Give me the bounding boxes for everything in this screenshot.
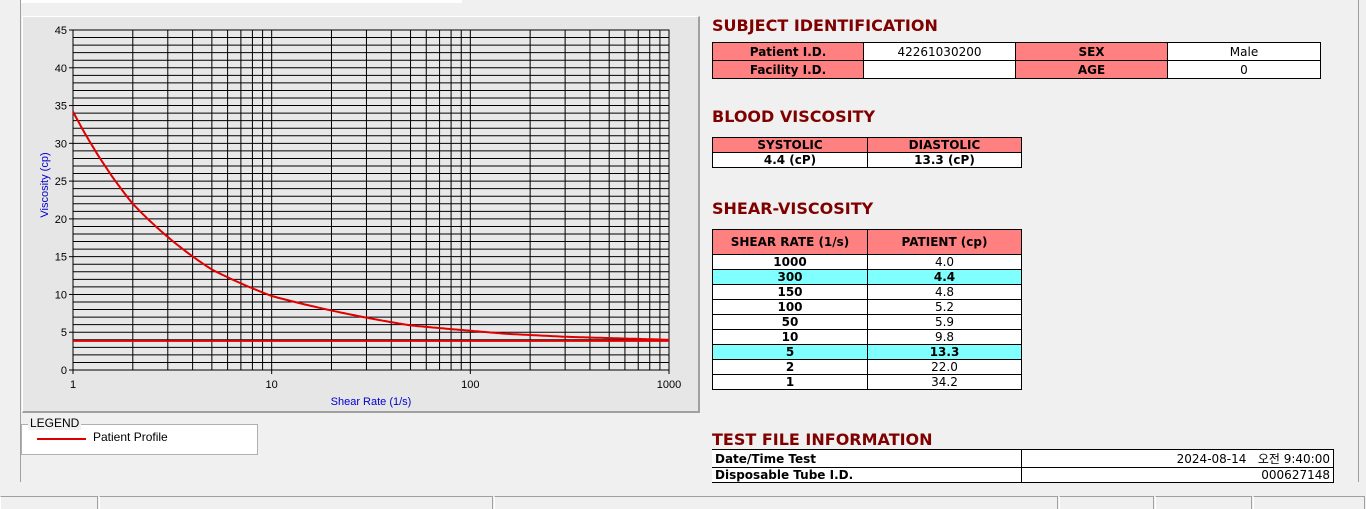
facility-id-label: Facility I.D. — [712, 60, 864, 79]
table-row: 5 13.3 — [712, 344, 1022, 360]
shear-viscosity-table: SHEAR RATE (1/s) PATIENT (cp) 1000 4.0 300… — [712, 229, 1022, 390]
y-tick-label: 15 — [55, 252, 67, 264]
patient-id-value: 42261030200 — [863, 42, 1016, 61]
y-tick-label: 45 — [55, 25, 67, 37]
table-row: 1000 4.0 — [712, 254, 1022, 270]
legend-item-label: Patient Profile — [93, 430, 168, 444]
table-row: 100 5.2 — [712, 299, 1022, 315]
y-tick-label: 35 — [55, 101, 67, 113]
patient-id-label: Patient I.D. — [712, 42, 864, 61]
blood-viscosity-title: BLOOD VISCOSITY — [712, 107, 876, 126]
patient-value-cell: 13.3 — [867, 344, 1022, 360]
viscosity-chart: 0 5 10 15 20 25 30 35 40 45 1 10 100 1000 Shear Rate (… — [22, 16, 700, 413]
shear-rate-cell: 5 — [712, 344, 868, 360]
status-segment — [0, 496, 98, 509]
series-line-patient-profile — [72, 111, 670, 341]
x-tick-label: 1000 — [657, 379, 681, 391]
patient-value-cell: 5.2 — [867, 299, 1022, 315]
datetime-value: 2024-08-14 오전 9:40:00 — [1021, 449, 1334, 468]
legend-title: LEGEND — [28, 416, 82, 430]
diastolic-label: DIASTOLIC — [867, 137, 1022, 153]
patient-value-cell: 34.2 — [867, 374, 1022, 390]
patient-value-cell: 4.4 — [867, 269, 1022, 285]
diastolic-value: 13.3 (cP) — [867, 152, 1022, 168]
y-axis-label: Viscosity (cp) — [39, 152, 51, 217]
tube-id-label: Disposable Tube I.D. — [712, 467, 1022, 483]
chart-svg: 0 5 10 15 20 25 30 35 40 45 1 10 100 1000 Shear Rate (… — [39, 25, 681, 408]
shear-rate-cell: 100 — [712, 299, 868, 315]
x-tick-label: 100 — [461, 379, 479, 391]
shear-rate-cell: 1000 — [712, 254, 868, 270]
patient-value-cell: 4.0 — [867, 254, 1022, 270]
test-file-table: Date/Time Test 2024-08-14 오전 9:40:00 Dis… — [712, 449, 1334, 483]
shear-viscosity-title: SHEAR-VISCOSITY — [712, 199, 874, 218]
shear-rate-cell: 10 — [712, 329, 868, 345]
shear-rate-header: SHEAR RATE (1/s) — [712, 229, 868, 255]
shear-rate-cell: 1 — [712, 374, 868, 390]
y-tick-label: 25 — [55, 176, 67, 188]
status-segment — [99, 496, 493, 509]
status-segment — [494, 496, 1058, 509]
subject-title: SUBJECT IDENTIFICATION — [712, 16, 938, 35]
x-tick-label: 1 — [70, 379, 76, 391]
plot-area — [72, 29, 670, 371]
tube-id-value: 000627148 — [1021, 467, 1334, 483]
divider — [1358, 0, 1359, 482]
table-row: 10 9.8 — [712, 329, 1022, 345]
shear-rate-cell: 150 — [712, 284, 868, 300]
x-tick-label: 10 — [266, 379, 278, 391]
status-segment — [1155, 496, 1252, 509]
patient-value-cell: 4.8 — [867, 284, 1022, 300]
status-segment — [1059, 496, 1154, 509]
y-tick-label: 30 — [55, 138, 67, 150]
patient-header: PATIENT (cp) — [867, 229, 1022, 255]
patient-value-cell: 5.9 — [867, 314, 1022, 330]
systolic-label: SYSTOLIC — [712, 137, 868, 153]
table-row: 2 22.0 — [712, 359, 1022, 375]
y-tick-label: 0 — [61, 365, 67, 377]
patient-value-cell: 9.8 — [867, 329, 1022, 345]
x-axis-label: Shear Rate (1/s) — [331, 396, 412, 408]
status-segment — [1253, 496, 1365, 509]
sex-value: Male — [1167, 42, 1321, 61]
shear-rate-cell: 50 — [712, 314, 868, 330]
shear-rate-cell: 2 — [712, 359, 868, 375]
age-value: 0 — [1167, 60, 1321, 79]
table-row: 50 5.9 — [712, 314, 1022, 330]
blood-viscosity-table: SYSTOLIC DIASTOLIC 4.4 (cP) 13.3 (cP) — [712, 137, 1022, 168]
facility-id-value — [863, 60, 1016, 79]
divider — [20, 0, 21, 482]
y-tick-label: 5 — [61, 327, 67, 339]
table-row: 150 4.8 — [712, 284, 1022, 300]
datetime-label: Date/Time Test — [712, 449, 1022, 468]
y-tick-label: 40 — [55, 63, 67, 75]
legend-line-swatch — [37, 438, 86, 440]
sex-label: SEX — [1015, 42, 1168, 61]
systolic-value: 4.4 (cP) — [712, 152, 868, 168]
patient-value-cell: 22.0 — [867, 359, 1022, 375]
table-row: 300 4.4 — [712, 269, 1022, 285]
y-tick-label: 10 — [55, 289, 67, 301]
age-label: AGE — [1015, 60, 1168, 79]
top-strip — [20, 0, 462, 3]
subject-table: Patient I.D. 42261030200 SEX Male Facili… — [712, 42, 1321, 79]
table-row: 1 34.2 — [712, 374, 1022, 390]
shear-rate-cell: 300 — [712, 269, 868, 285]
y-tick-label: 20 — [55, 214, 67, 226]
test-file-title: TEST FILE INFORMATION — [712, 430, 933, 449]
